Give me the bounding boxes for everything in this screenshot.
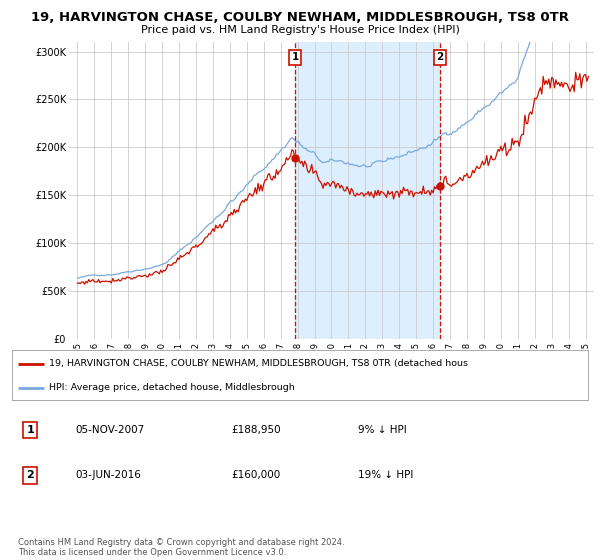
Text: 19% ↓ HPI: 19% ↓ HPI [358, 470, 413, 480]
Text: 19, HARVINGTON CHASE, COULBY NEWHAM, MIDDLESBROUGH, TS8 0TR: 19, HARVINGTON CHASE, COULBY NEWHAM, MID… [31, 11, 569, 24]
Text: 9% ↓ HPI: 9% ↓ HPI [358, 426, 406, 435]
Text: 2: 2 [26, 470, 34, 480]
Text: 19, HARVINGTON CHASE, COULBY NEWHAM, MIDDLESBROUGH, TS8 0TR (detached hous: 19, HARVINGTON CHASE, COULBY NEWHAM, MID… [49, 359, 469, 368]
Text: £188,950: £188,950 [231, 426, 281, 435]
Text: Contains HM Land Registry data © Crown copyright and database right 2024.
This d: Contains HM Land Registry data © Crown c… [18, 538, 344, 557]
Text: 2: 2 [437, 53, 444, 62]
Text: HPI: Average price, detached house, Middlesbrough: HPI: Average price, detached house, Midd… [49, 383, 295, 393]
Bar [295, 42, 440, 339]
Text: £160,000: £160,000 [231, 470, 280, 480]
Text: 03-JUN-2016: 03-JUN-2016 [76, 470, 141, 480]
Text: Price paid vs. HM Land Registry's House Price Index (HPI): Price paid vs. HM Land Registry's House … [140, 25, 460, 35]
Text: 05-NOV-2007: 05-NOV-2007 [76, 426, 145, 435]
Text: 1: 1 [292, 53, 299, 62]
Text: 1: 1 [26, 426, 34, 435]
